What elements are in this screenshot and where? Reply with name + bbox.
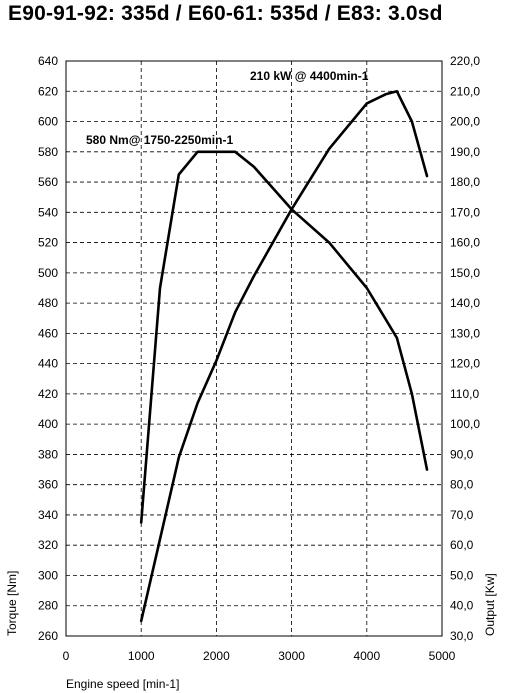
y-left-tick-label: 560 [38,175,58,189]
torque-curve [139,150,429,524]
y-right-tick-label: 100,0 [450,417,480,431]
tick-labels: 260 30,0 280 40,0 300 50,0 320 60,0 340 70,0 360 80… [38,54,480,663]
y-left-tick-label: 260 [38,629,58,643]
y-right-tick-label: 180,0 [450,175,480,189]
y-right-tick-label: 90,0 [450,447,474,461]
y-right-tick-label: 220,0 [450,54,480,68]
x-tick-label: 0 [63,649,70,663]
y-left-tick-label: 320 [38,538,58,552]
x-tick-label: 4000 [353,649,380,663]
y-right-tick-label: 80,0 [450,478,474,492]
y-left-tick-label: 300 [38,568,58,582]
y-right-tick-label: 110,0 [450,387,479,401]
output-curve [139,90,429,623]
x-tick-label: 5000 [429,649,456,663]
y-right-tick-label: 140,0 [450,296,480,310]
y-right-tick-label: 50,0 [450,568,474,582]
y-left-tick-label: 540 [38,205,58,219]
y-left-tick-label: 280 [38,599,58,613]
output-annotation: 210 kW @ 4400min-1 [250,69,369,83]
y-right-tick-label: 170,0 [450,205,480,219]
y-left-axis-label: Torque [Nm] [5,571,19,636]
x-tick-label: 3000 [278,649,305,663]
y-right-axis-label: Output [Kw] [483,573,497,636]
y-right-tick-label: 130,0 [450,326,480,340]
y-left-tick-label: 600 [38,115,58,129]
y-right-tick-label: 210,0 [450,84,480,98]
y-right-tick-label: 30,0 [450,629,474,643]
y-left-tick-label: 440 [38,357,58,371]
torque-annotation: 580 Nm@ 1750-2250min-1 [86,133,233,147]
y-right-tick-label: 190,0 [450,145,480,159]
y-left-tick-label: 500 [38,266,58,280]
y-right-tick-label: 150,0 [450,266,480,280]
y-right-tick-label: 40,0 [450,599,474,613]
y-right-tick-label: 70,0 [450,508,474,522]
y-left-tick-label: 460 [38,326,58,340]
grid-lines [66,61,442,636]
y-left-tick-label: 400 [38,417,58,431]
x-axis-label: Engine speed [min-1] [66,677,179,691]
y-left-tick-label: 480 [38,296,58,310]
plot-frame [65,60,443,637]
chart-title: E90-91-92: 335d / E60-61: 535d / E83: 3.… [8,2,443,25]
y-left-tick-label: 640 [38,54,58,68]
y-right-tick-label: 60,0 [450,538,474,552]
y-right-tick-label: 120,0 [450,357,480,371]
y-left-tick-label: 380 [38,447,58,461]
y-left-tick-label: 420 [38,387,58,401]
x-tick-label: 2000 [203,649,230,663]
y-right-tick-label: 160,0 [450,236,480,250]
y-left-tick-label: 360 [38,478,58,492]
y-left-tick-label: 520 [38,236,58,250]
y-left-tick-label: 580 [38,145,58,159]
x-tick-label: 1000 [128,649,155,663]
y-left-tick-label: 620 [38,84,58,98]
data-curves [139,90,429,623]
y-right-tick-label: 200,0 [450,115,480,129]
y-left-tick-label: 340 [38,508,58,522]
